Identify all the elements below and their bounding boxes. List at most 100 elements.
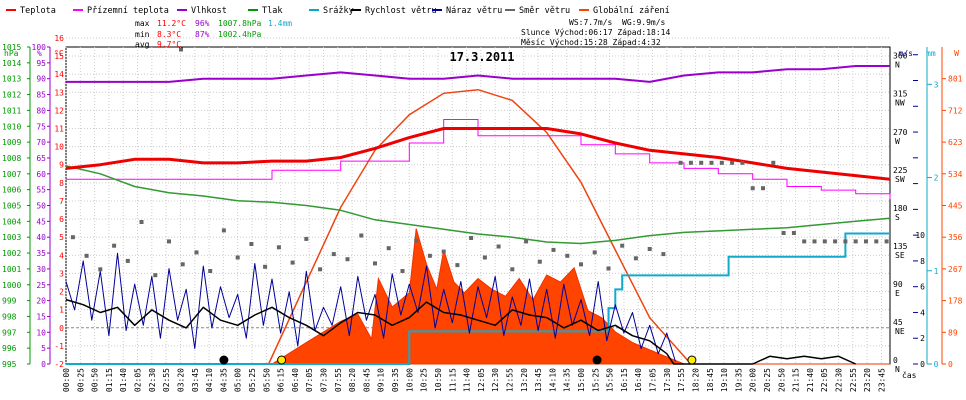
wind-direction-point [180,262,185,267]
wind-direction-point [194,250,199,255]
x-tick-label: 01:40 [119,368,128,392]
wind-gust-line [65,252,676,362]
stat-value: 8.3°C [157,30,181,39]
pct-tick-label: 90 [36,75,46,84]
x-tick-label: 15:00 [577,368,586,392]
pct-tick-label: 50 [36,202,46,211]
temp-tick-label: -2 [54,360,64,369]
hpa-tick-label: 997 [2,328,17,337]
w-tick-label: 356 [948,233,963,242]
direction-tick-label: S [895,213,900,222]
temp-tick-label: 11 [54,125,64,134]
direction-tick-label: N [895,365,900,374]
ms-tick-label: 4 [920,308,925,317]
x-tick-label: 20:25 [763,368,772,392]
stat-value: 96% [195,19,210,28]
direction-tick-degree: 360 [893,52,908,61]
x-tick-label: 21:15 [792,368,801,392]
wind-direction-point [781,231,786,235]
hpa-tick-label: 1007 [2,170,21,179]
x-tick-label: 17:30 [663,368,672,392]
wind-direction-point [761,186,765,191]
hpa-tick-label: 1011 [2,106,21,115]
pct-tick-label: 70 [36,138,46,147]
pct-tick-label: 85 [36,91,46,100]
wind-direction-point [249,242,254,246]
hpa-tick-label: 1003 [2,233,21,242]
wind-direction-point [802,239,807,244]
hpa-tick-label: 1015 [2,43,21,52]
wind-direction-point [400,269,405,273]
wind-speed-line [65,298,857,365]
ms-unit: m/s [899,49,914,58]
w-tick-label: 267 [948,265,963,274]
series-lines [65,65,891,365]
moonrise-marker [592,355,602,365]
legend-label: Rychlost větru [365,6,437,16]
pressure-line [65,165,891,245]
wind-direction-point [455,263,460,268]
wind-direction-point [709,160,714,165]
x-tick-label: 05:00 [234,368,243,392]
legend: Teplota Přízemní teplota Vlhkost Tlak Srážky… [6,6,670,16]
x-tick-label: 22:05 [820,368,829,392]
humidity-line [66,65,890,83]
legend-label: Tlak [262,6,282,16]
wind-direction-point [833,239,838,244]
time-unit: čas [902,370,917,380]
hpa-tick-label: 1014 [2,59,21,68]
x-tick-label: 11:15 [448,368,457,392]
wind-direction-point [441,249,446,254]
temp-tick-label: 3 [59,269,64,278]
wind-direction-point [235,255,240,260]
x-tick-label: 20:00 [749,368,758,392]
x-tick-label: 14:35 [563,368,572,392]
wind-direction-point [414,238,419,243]
x-tick-label: 16:40 [634,368,643,392]
pct-tick-label: 30 [36,265,46,274]
direction-tick-label: E [895,289,900,298]
direction-tick-degree: 225 [893,166,908,175]
x-tick-label: 23:20 [863,368,872,392]
wind-direction-point [579,262,583,267]
direction-tick-degree: 90 [893,280,903,289]
x-tick-label: 21:40 [806,368,815,392]
ms-tick-label: 8 [920,257,925,266]
pct-tick-label: 10 [36,328,46,337]
direction-tick-degree: 315 [893,90,908,99]
wind-direction-point [606,266,611,271]
ms-tick-label: 2 [920,334,925,343]
wind-direction-point [647,247,652,251]
wind-direction-point [524,239,529,244]
w-tick-label: 712 [948,106,963,115]
hpa-tick-label: 1013 [2,75,21,84]
legend-label: Teplota [20,6,56,16]
wind-direction-point [633,256,638,261]
direction-tick-degree: 135 [893,242,908,251]
legend-label: Směr větru [519,6,570,16]
wind-direction-point [70,235,75,240]
x-tick-label: 08:20 [348,368,357,392]
stat-value: 11.2°C [157,19,186,28]
direction-tick-label: SE [895,251,905,260]
wind-direction-point [84,253,89,258]
w-tick-label: 89 [948,328,958,337]
wind-direction-point [98,267,103,272]
wind-direction-point [678,160,683,165]
temperature-line [65,127,891,181]
x-tick-label: 02:30 [148,368,157,392]
temp-tick-label: 1 [59,306,64,315]
hpa-tick-label: 995 [2,360,17,369]
legend-label: Náraz větru [446,6,502,16]
temp-tick-label: -1 [54,342,64,351]
direction-tick-degree: 45 [893,318,903,327]
temp-tick-label: 16 [54,34,64,43]
mm-tick-label: 1 [934,267,939,276]
wind-direction-point [427,253,432,258]
temp-tick-label: 13 [54,88,64,97]
direction-tick-label: N [895,61,900,70]
x-tick-label: 02:55 [162,368,171,392]
legend-label: Globální záření [593,6,670,16]
legend-label: Přízemní teplota [87,6,169,16]
temp-tick-label: 7 [59,197,64,206]
